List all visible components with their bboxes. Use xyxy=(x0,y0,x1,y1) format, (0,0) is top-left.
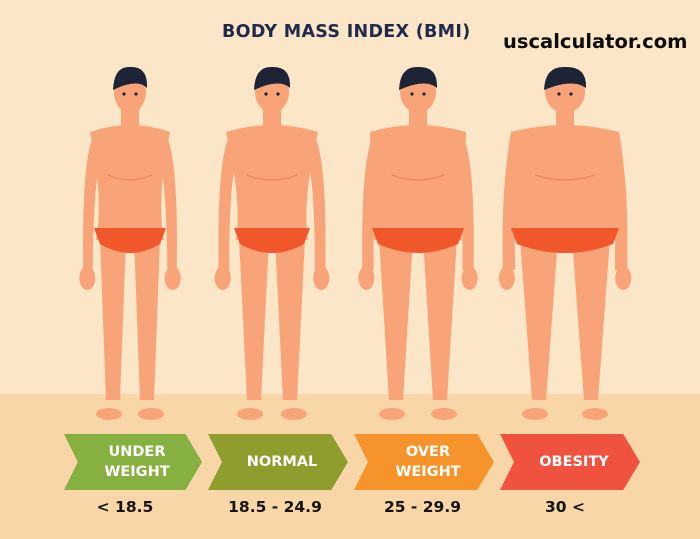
figure-normal xyxy=(214,66,330,420)
underwear xyxy=(511,228,619,253)
eye xyxy=(276,92,280,96)
range-underweight: < 18.5 xyxy=(96,498,154,516)
eye xyxy=(264,92,268,96)
site-watermark: uscalculator.com xyxy=(503,30,688,53)
figure-obesity xyxy=(498,66,632,420)
hand xyxy=(79,266,96,290)
category-chevron-overweight: OVER WEIGHT xyxy=(354,434,494,490)
foot xyxy=(522,408,548,420)
torso xyxy=(226,125,318,240)
eye xyxy=(569,92,573,96)
foot xyxy=(582,408,608,420)
foot xyxy=(281,408,307,420)
foot xyxy=(431,408,457,420)
hand xyxy=(358,266,375,290)
figure-overweight xyxy=(358,66,478,420)
leg xyxy=(134,238,160,400)
torso xyxy=(370,125,466,240)
chest-line xyxy=(246,174,298,181)
underwear xyxy=(234,228,310,253)
eye xyxy=(134,92,138,96)
torso xyxy=(505,125,625,240)
eye xyxy=(422,92,426,96)
category-chevron-normal: NORMAL xyxy=(208,434,348,490)
category-label-normal: NORMAL xyxy=(246,454,318,470)
leg xyxy=(379,238,413,400)
leg xyxy=(275,238,305,400)
eye xyxy=(557,92,561,96)
hair xyxy=(254,66,291,90)
hair xyxy=(113,66,148,90)
leg xyxy=(520,238,558,400)
hand xyxy=(498,266,515,290)
figure-underweight xyxy=(79,66,181,420)
foot xyxy=(237,408,263,420)
foot xyxy=(379,408,405,420)
range-overweight: 25 - 29.9 xyxy=(383,498,462,516)
category-chevron-obesity: OBESITY xyxy=(500,434,640,490)
hand xyxy=(164,266,181,290)
leg xyxy=(239,238,269,400)
hair xyxy=(544,66,587,90)
range-normal: 18.5 - 24.9 xyxy=(228,498,322,516)
category-label-obesity: OBESITY xyxy=(539,454,609,470)
range-obesity: 30 < xyxy=(545,498,585,516)
chest-line xyxy=(535,174,595,181)
hand xyxy=(615,266,632,290)
category-chevron-underweight: UNDER WEIGHT xyxy=(64,434,202,490)
foot xyxy=(96,408,122,420)
underwear xyxy=(94,228,166,253)
hair xyxy=(399,66,438,90)
eye xyxy=(122,92,126,96)
leg xyxy=(100,238,126,400)
chest-line xyxy=(391,174,445,181)
hand xyxy=(214,266,231,290)
category-label-underweight: UNDER WEIGHT xyxy=(104,444,170,480)
hand xyxy=(461,266,478,290)
page-title: BODY MASS INDEX (BMI) xyxy=(222,22,471,42)
category-label-overweight: OVER WEIGHT xyxy=(395,444,461,480)
leg xyxy=(423,238,457,400)
chest-line xyxy=(107,174,153,181)
hand xyxy=(313,266,330,290)
underwear xyxy=(372,228,464,253)
foot xyxy=(138,408,164,420)
eye xyxy=(410,92,414,96)
leg xyxy=(572,238,610,400)
torso xyxy=(90,125,170,240)
